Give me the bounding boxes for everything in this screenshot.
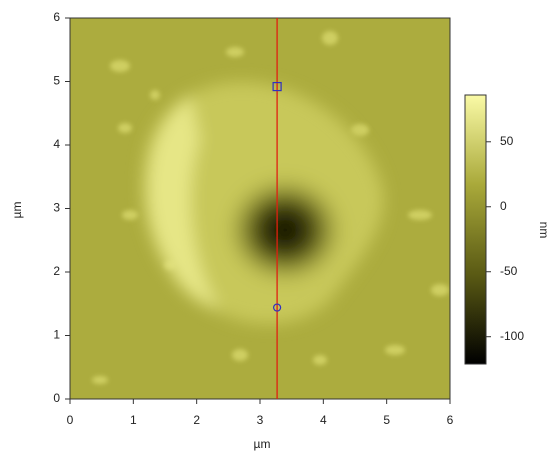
x-tick-label: 6 bbox=[447, 413, 454, 427]
colorbar-label: nm bbox=[537, 222, 549, 239]
x-tick-label: 0 bbox=[67, 413, 74, 427]
afm-image bbox=[70, 18, 450, 399]
cursor-square bbox=[272, 81, 282, 92]
colorbar-tick-label: -100 bbox=[500, 329, 524, 343]
cursor-circle bbox=[273, 303, 282, 312]
colorbar-tick-label: -50 bbox=[500, 264, 518, 278]
y-tick-label: 0 bbox=[53, 391, 60, 405]
x-tick-label: 2 bbox=[193, 413, 200, 427]
x-tick-label: 4 bbox=[320, 413, 327, 427]
y-axis-label: µm bbox=[10, 202, 24, 219]
x-tick-label: 3 bbox=[257, 413, 264, 427]
y-tick-label: 4 bbox=[53, 137, 60, 151]
y-tick-label: 3 bbox=[53, 201, 60, 215]
y-tick-label: 2 bbox=[53, 264, 60, 278]
colorbar bbox=[464, 94, 487, 365]
x-axis-label: µm bbox=[254, 437, 271, 451]
y-tick-label: 6 bbox=[53, 10, 60, 24]
colorbar-tick-label: 0 bbox=[500, 199, 507, 213]
x-tick-label: 5 bbox=[383, 413, 390, 427]
y-tick-label: 5 bbox=[53, 74, 60, 88]
x-tick-label: 1 bbox=[130, 413, 137, 427]
colorbar-tick-label: 50 bbox=[500, 134, 514, 148]
y-tick-label: 1 bbox=[53, 328, 60, 342]
